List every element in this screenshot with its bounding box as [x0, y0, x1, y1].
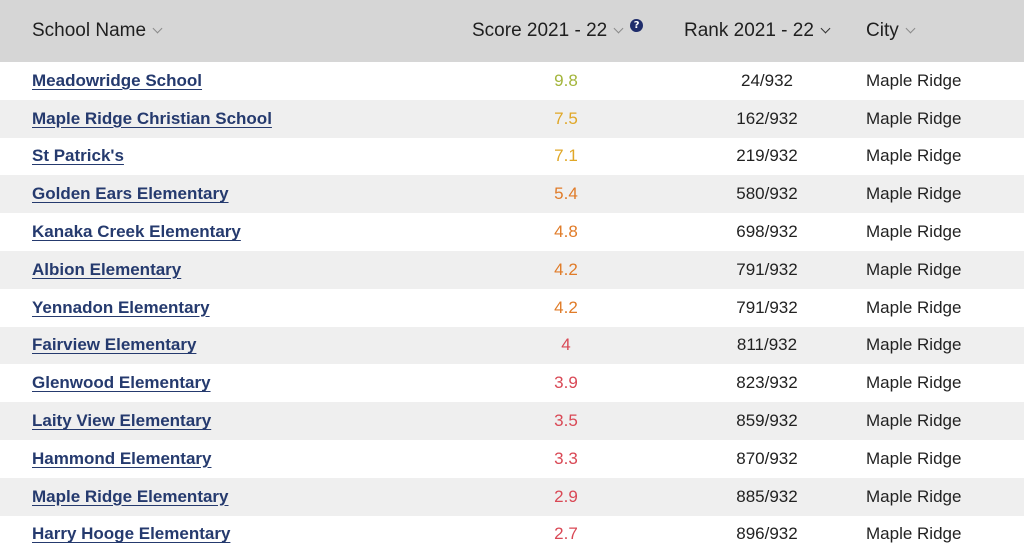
rank-header-label: Rank 2021 - 22: [684, 20, 814, 41]
table-row: Fairview Elementary 4 811/932 Maple Ridge: [0, 326, 1024, 365]
city-cell: Maple Ridge: [866, 259, 962, 279]
school-name-cell: Kanaka Creek Elementary: [32, 213, 241, 251]
city-cell: Maple Ridge: [866, 486, 962, 506]
score-cell: 3.5: [554, 411, 578, 431]
rank-cell: 219/932: [736, 146, 798, 166]
city-cell: Maple Ridge: [866, 448, 962, 468]
city-cell: Maple Ridge: [866, 373, 962, 393]
help-icon[interactable]: ?: [630, 18, 644, 32]
chevron-down-icon: [613, 23, 624, 34]
city-cell: Maple Ridge: [866, 70, 962, 90]
score-cell: 5.4: [554, 184, 578, 204]
table-row: St Patrick's 7.1 219/932 Maple Ridge: [0, 138, 1024, 176]
score-cell: 4.2: [554, 259, 578, 279]
chevron-down-icon: [905, 23, 916, 34]
school-link[interactable]: Albion Elementary: [32, 259, 182, 279]
rank-cell: 162/932: [736, 108, 798, 128]
school-name-header-label: School Name: [32, 20, 147, 41]
school-name-cell: Maple Ridge Elementary: [32, 478, 229, 516]
school-link[interactable]: Kanaka Creek Elementary: [32, 222, 241, 242]
school-name-cell: Fairview Elementary: [32, 327, 196, 365]
rank-cell: 791/932: [736, 297, 798, 317]
score-cell: 4: [561, 335, 571, 355]
table-row: Harry Hooge Elementary 2.7 896/932 Maple Ri…: [0, 516, 1024, 553]
table-row: Kanaka Creek Elementary 4.8 698/932 Maple R…: [0, 213, 1024, 251]
table-row: Maple Ridge Elementary 2.9 885/932 Maple Ri…: [0, 477, 1024, 516]
rank-cell: 859/932: [736, 411, 798, 431]
rank-cell: 698/932: [736, 222, 798, 242]
table-row: Glenwood Elementary 3.9 823/932 Maple Ridge: [0, 364, 1024, 402]
chevron-down-icon: [152, 23, 163, 34]
school-link[interactable]: Hammond Elementary: [32, 448, 212, 468]
score-cell: 3.3: [554, 448, 578, 468]
score-cell: 4.8: [554, 222, 578, 242]
table-row: Laity View Elementary 3.5 859/932 Maple Rid…: [0, 402, 1024, 440]
school-link[interactable]: Maple Ridge Elementary: [32, 486, 229, 506]
school-link[interactable]: Fairview Elementary: [32, 335, 197, 355]
school-name-cell: Harry Hooge Elementary: [32, 516, 230, 553]
school-link[interactable]: Meadowridge School: [32, 70, 203, 90]
table-row: Maple Ridge Christian School 7.5 162/932 Ma…: [0, 99, 1024, 138]
school-name-cell: Yennadon Elementary: [32, 289, 210, 327]
city-cell: Maple Ridge: [866, 184, 962, 204]
rank-column-header[interactable]: Rank 2021 - 22: [684, 0, 831, 62]
city-cell: Maple Ridge: [866, 297, 962, 317]
score-column-header[interactable]: Score 2021 - 22 ?: [472, 0, 644, 62]
table-row: Meadowridge School 9.8 24/932 Maple Ridge: [0, 62, 1024, 100]
school-name-cell: Laity View Elementary: [32, 402, 211, 440]
city-header-label: City: [866, 20, 899, 41]
school-name-column-header[interactable]: School Name: [32, 0, 163, 62]
table-body: Meadowridge School 9.8 24/932 Maple Ridge Ma…: [0, 62, 1024, 553]
city-column-header[interactable]: City: [866, 0, 916, 62]
rank-cell: 580/932: [736, 184, 798, 204]
school-name-cell: Hammond Elementary: [32, 440, 212, 478]
city-cell: Maple Ridge: [866, 108, 962, 128]
city-cell: Maple Ridge: [866, 524, 962, 544]
rank-cell: 885/932: [736, 486, 798, 506]
rank-cell: 896/932: [736, 524, 798, 544]
school-name-cell: Meadowridge School: [32, 62, 202, 100]
school-link[interactable]: Harry Hooge Elementary: [32, 524, 231, 544]
school-link[interactable]: St Patrick's: [32, 146, 124, 166]
school-name-cell: Maple Ridge Christian School: [32, 100, 272, 138]
school-name-cell: St Patrick's: [32, 138, 124, 176]
table-header: School Name Score 2021 - 22 ? Rank 2021 …: [0, 0, 1024, 62]
school-link[interactable]: Golden Ears Elementary: [32, 184, 229, 204]
city-cell: Maple Ridge: [866, 411, 962, 431]
city-cell: Maple Ridge: [866, 335, 962, 355]
rank-cell: 791/932: [736, 259, 798, 279]
score-cell: 4.2: [554, 297, 578, 317]
rank-cell: 811/932: [736, 335, 798, 355]
score-cell: 9.8: [554, 70, 578, 90]
score-cell: 7.5: [554, 108, 578, 128]
chevron-down-icon: [820, 23, 831, 34]
school-link[interactable]: Maple Ridge Christian School: [32, 108, 272, 128]
school-name-cell: Albion Elementary: [32, 251, 181, 289]
city-cell: Maple Ridge: [866, 222, 962, 242]
score-cell: 3.9: [554, 373, 578, 393]
score-cell: 2.9: [554, 486, 578, 506]
rank-cell: 870/932: [736, 448, 798, 468]
score-cell: 2.7: [554, 524, 578, 544]
table-row: Albion Elementary 4.2 791/932 Maple Ridge: [0, 250, 1024, 289]
rank-cell: 24/932: [741, 70, 793, 90]
score-header-label: Score 2021 - 22: [472, 20, 608, 41]
school-link[interactable]: Laity View Elementary: [32, 411, 212, 431]
city-cell: Maple Ridge: [866, 146, 962, 166]
table-row: Golden Ears Elementary 5.4 580/932 Maple Ri…: [0, 175, 1024, 214]
table-row: Yennadon Elementary 4.2 791/932 Maple Ridge: [0, 289, 1024, 327]
school-link[interactable]: Yennadon Elementary: [32, 297, 210, 317]
rank-cell: 823/932: [736, 373, 798, 393]
school-link[interactable]: Glenwood Elementary: [32, 373, 211, 393]
table-row: Hammond Elementary 3.3 870/932 Maple Ridge: [0, 440, 1024, 478]
score-cell: 7.1: [554, 146, 578, 166]
school-name-cell: Golden Ears Elementary: [32, 175, 229, 213]
school-name-cell: Glenwood Elementary: [32, 364, 211, 402]
